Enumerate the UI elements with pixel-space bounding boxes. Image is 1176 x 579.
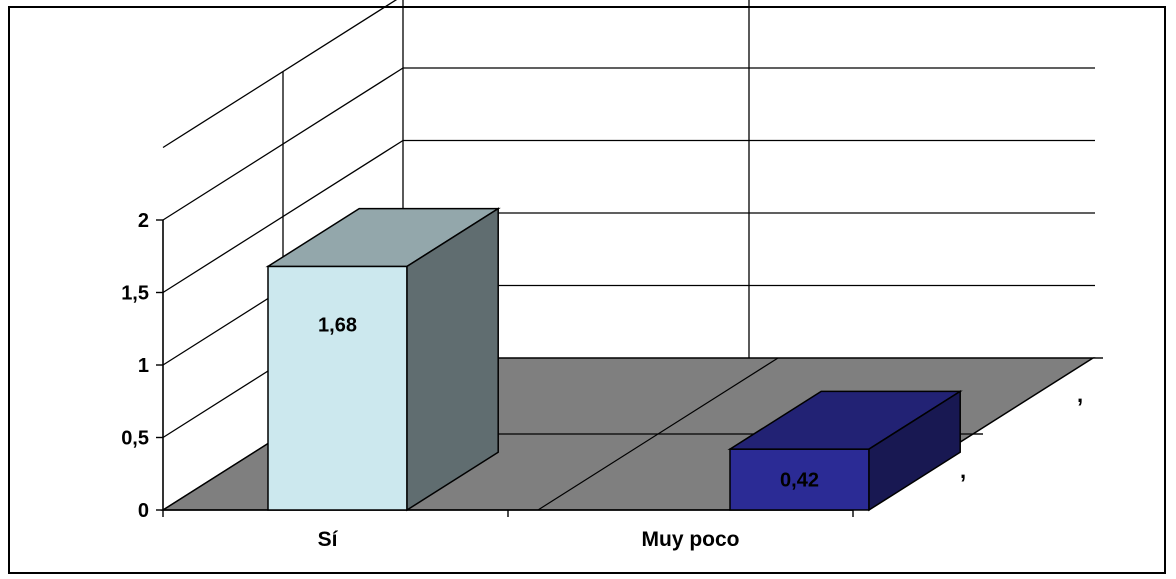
- y-tick-label: 0,5: [121, 428, 149, 450]
- depth-axis-label: ,: [960, 458, 966, 483]
- depth-axis-label: ,: [1077, 382, 1083, 407]
- bar-side-muy-poco: [868, 389, 961, 512]
- y-tick-label: 1: [138, 355, 149, 377]
- bar-side-si: [406, 207, 499, 512]
- y-tick-label: 0: [138, 500, 149, 522]
- y-tick-label: 1,5: [121, 283, 149, 305]
- data-label: 1,68: [318, 314, 357, 336]
- y-tick-label: 2: [138, 210, 149, 232]
- floor-category-line: [537, 357, 779, 511]
- bar-front-si: [267, 265, 408, 511]
- data-label: 0,42: [780, 470, 819, 492]
- x-tick-label: Sí: [318, 528, 339, 551]
- x-tick-label: Muy poco: [642, 528, 740, 551]
